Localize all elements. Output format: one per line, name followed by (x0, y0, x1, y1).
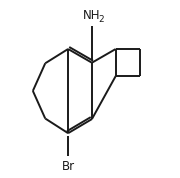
Text: NH: NH (83, 9, 101, 22)
Text: Br: Br (62, 160, 75, 173)
Text: 2: 2 (98, 15, 104, 24)
